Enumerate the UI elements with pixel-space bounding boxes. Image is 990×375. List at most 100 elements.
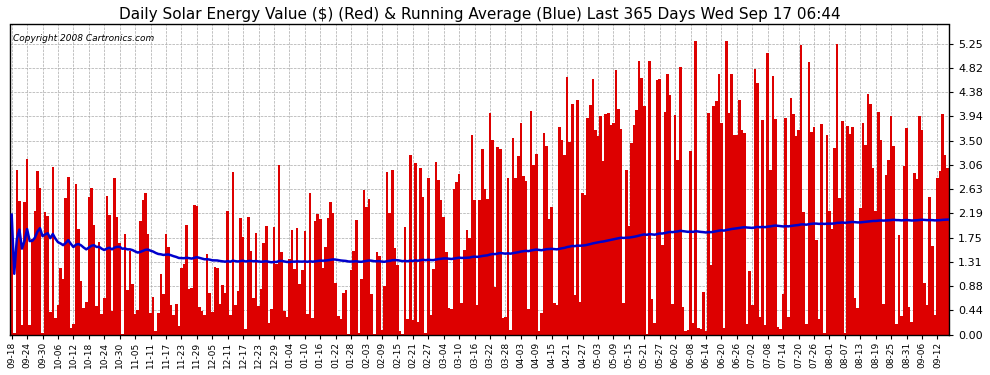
Bar [638, 62, 641, 335]
Bar [232, 172, 234, 335]
Bar [345, 290, 347, 335]
Bar [874, 211, 877, 335]
Bar [427, 178, 430, 335]
Bar [589, 105, 592, 335]
Bar [417, 322, 420, 335]
Bar [745, 324, 748, 335]
Bar [834, 148, 836, 335]
Bar [710, 265, 713, 335]
Bar [851, 127, 854, 335]
Bar [185, 225, 188, 335]
Bar [288, 259, 291, 335]
Bar [468, 238, 470, 335]
Bar [476, 305, 478, 335]
Bar [890, 116, 892, 335]
Bar [381, 330, 383, 335]
Bar [676, 160, 679, 335]
Bar [124, 234, 126, 335]
Bar [808, 62, 810, 335]
Bar [188, 289, 190, 335]
Bar [352, 251, 355, 335]
Bar [921, 130, 924, 335]
Bar [658, 79, 661, 335]
Bar [550, 207, 553, 335]
Bar [85, 302, 87, 335]
Bar [597, 136, 599, 335]
Bar [219, 304, 221, 335]
Bar [941, 114, 943, 335]
Bar [926, 304, 929, 335]
Bar [64, 198, 67, 335]
Bar [653, 323, 655, 335]
Bar [21, 325, 23, 335]
Bar [67, 177, 69, 335]
Bar [758, 317, 761, 335]
Bar [31, 239, 34, 335]
Bar [13, 333, 16, 335]
Bar [869, 104, 872, 335]
Bar [360, 279, 362, 335]
Bar [558, 127, 560, 335]
Bar [247, 217, 249, 335]
Bar [145, 194, 147, 335]
Bar [937, 178, 939, 335]
Bar [262, 243, 265, 335]
Bar [797, 130, 800, 335]
Bar [404, 227, 407, 335]
Bar [10, 214, 13, 335]
Bar [296, 228, 298, 335]
Bar [842, 121, 843, 335]
Bar [445, 252, 447, 335]
Bar [214, 267, 216, 335]
Bar [190, 288, 193, 335]
Bar [343, 292, 345, 335]
Bar [934, 315, 937, 335]
Bar [293, 269, 296, 335]
Text: Copyright 2008 Cartronics.com: Copyright 2008 Cartronics.com [13, 34, 154, 43]
Bar [252, 298, 254, 335]
Bar [391, 170, 394, 335]
Bar [349, 270, 352, 335]
Bar [54, 318, 56, 335]
Bar [864, 145, 866, 335]
Bar [42, 333, 44, 335]
Bar [535, 154, 538, 335]
Bar [905, 128, 908, 335]
Bar [650, 299, 653, 335]
Bar [18, 201, 21, 335]
Bar [877, 112, 879, 335]
Bar [457, 174, 460, 335]
Bar [409, 154, 412, 335]
Bar [119, 243, 121, 335]
Bar [129, 251, 132, 335]
Bar [931, 246, 934, 335]
Bar [854, 298, 856, 335]
Bar [736, 135, 739, 335]
Title: Daily Solar Energy Value ($) (Red) & Running Average (Blue) Last 365 Days Wed Se: Daily Solar Energy Value ($) (Red) & Run… [119, 7, 841, 22]
Bar [373, 334, 375, 335]
Bar [414, 163, 417, 335]
Bar [335, 283, 337, 335]
Bar [741, 130, 743, 335]
Bar [553, 303, 555, 335]
Bar [584, 195, 586, 335]
Bar [98, 242, 100, 335]
Bar [422, 197, 425, 335]
Bar [301, 270, 304, 335]
Bar [61, 279, 64, 335]
Bar [177, 326, 180, 335]
Bar [543, 134, 545, 335]
Bar [229, 315, 232, 335]
Bar [159, 274, 162, 335]
Bar [547, 219, 550, 335]
Bar [142, 200, 145, 335]
Bar [702, 292, 705, 335]
Bar [774, 120, 777, 335]
Bar [538, 331, 541, 335]
Bar [209, 292, 211, 335]
Bar [715, 101, 718, 335]
Bar [892, 146, 895, 335]
Bar [779, 328, 782, 335]
Bar [167, 247, 170, 335]
Bar [576, 100, 579, 335]
